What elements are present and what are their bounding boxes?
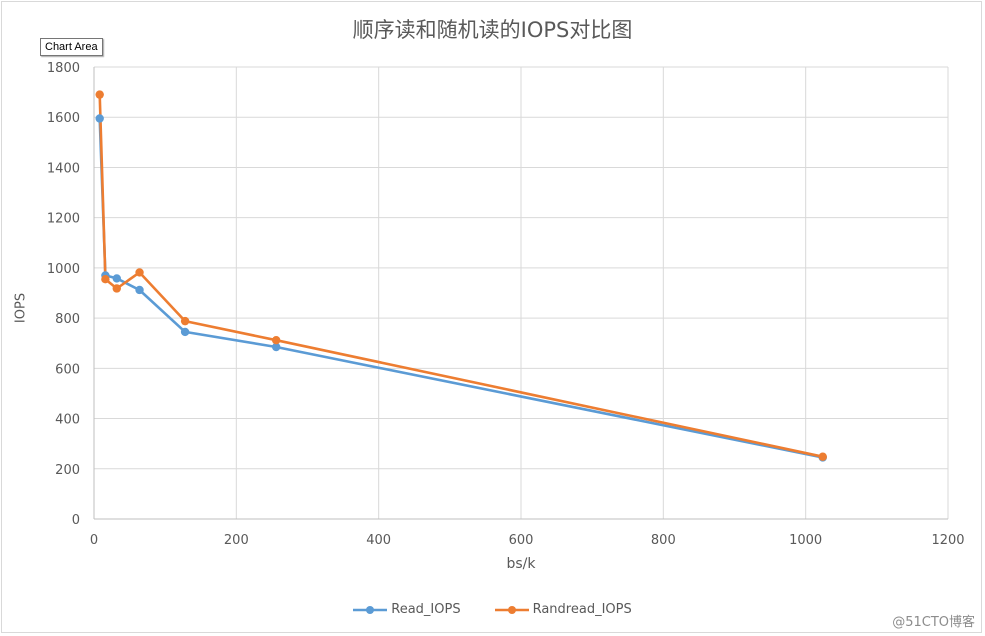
legend-swatch-randread xyxy=(494,605,529,614)
data-point-0 xyxy=(95,114,104,123)
x-axis-label: bs/k xyxy=(506,556,536,572)
legend: Read_IOPS Randread_IOPS xyxy=(0,602,985,617)
y-tick-labels: 0 200 400 600 800 1000 1200 1400 1600 1800 xyxy=(47,61,80,528)
y-tick-label: 400 xyxy=(55,413,80,428)
series-points xyxy=(95,90,827,462)
data-point-1 xyxy=(180,316,190,326)
series-lines xyxy=(98,94,823,459)
y-tick-label: 200 xyxy=(55,463,80,478)
y-tick-label: 800 xyxy=(55,312,80,327)
x-tick-label: 400 xyxy=(366,533,391,548)
x-tick-labels: 0 200 400 600 800 1000 1200 xyxy=(90,533,965,548)
x-tick-label: 200 xyxy=(224,533,249,548)
x-tick-label: 0 xyxy=(90,533,98,548)
axis-lines xyxy=(93,67,948,520)
x-tick-label: 600 xyxy=(509,533,534,548)
legend-item-randread[interactable]: Randread_IOPS xyxy=(494,602,632,617)
data-point-1 xyxy=(101,274,110,284)
data-point-1 xyxy=(95,90,104,99)
y-tick-label: 1600 xyxy=(47,111,80,126)
x-tick-label: 1200 xyxy=(931,533,964,548)
data-point-1 xyxy=(135,268,144,277)
data-point-1 xyxy=(112,284,121,293)
y-tick-label: 1400 xyxy=(47,161,80,176)
y-axis-label: IOPS xyxy=(13,292,29,324)
y-tick-label: 1000 xyxy=(47,262,80,277)
series-line-1 xyxy=(98,94,823,458)
grid-lines xyxy=(94,66,949,519)
chart-title: 顺序读和随机读的IOPS对比图 xyxy=(352,18,633,42)
x-tick-label: 1000 xyxy=(789,533,822,548)
data-point-1 xyxy=(818,452,827,461)
data-point-0 xyxy=(135,285,144,295)
legend-swatch-read xyxy=(353,605,388,614)
legend-item-read[interactable]: Read_IOPS xyxy=(353,602,461,617)
y-tick-label: 600 xyxy=(55,362,80,377)
chart-area-tooltip: Chart Area xyxy=(40,38,103,56)
y-tick-label: 1200 xyxy=(47,212,80,227)
data-point-0 xyxy=(271,342,281,352)
data-point-1 xyxy=(271,336,281,345)
data-point-0 xyxy=(112,274,121,283)
data-point-0 xyxy=(180,327,190,337)
series-line-0 xyxy=(98,118,823,459)
legend-label-randread: Randread_IOPS xyxy=(532,602,632,617)
legend-label-read: Read_IOPS xyxy=(391,602,461,617)
y-tick-label: 0 xyxy=(72,513,80,528)
watermark: @51CTO博客 xyxy=(892,615,975,630)
x-tick-label: 800 xyxy=(651,533,676,548)
y-tick-label: 1800 xyxy=(47,61,80,76)
